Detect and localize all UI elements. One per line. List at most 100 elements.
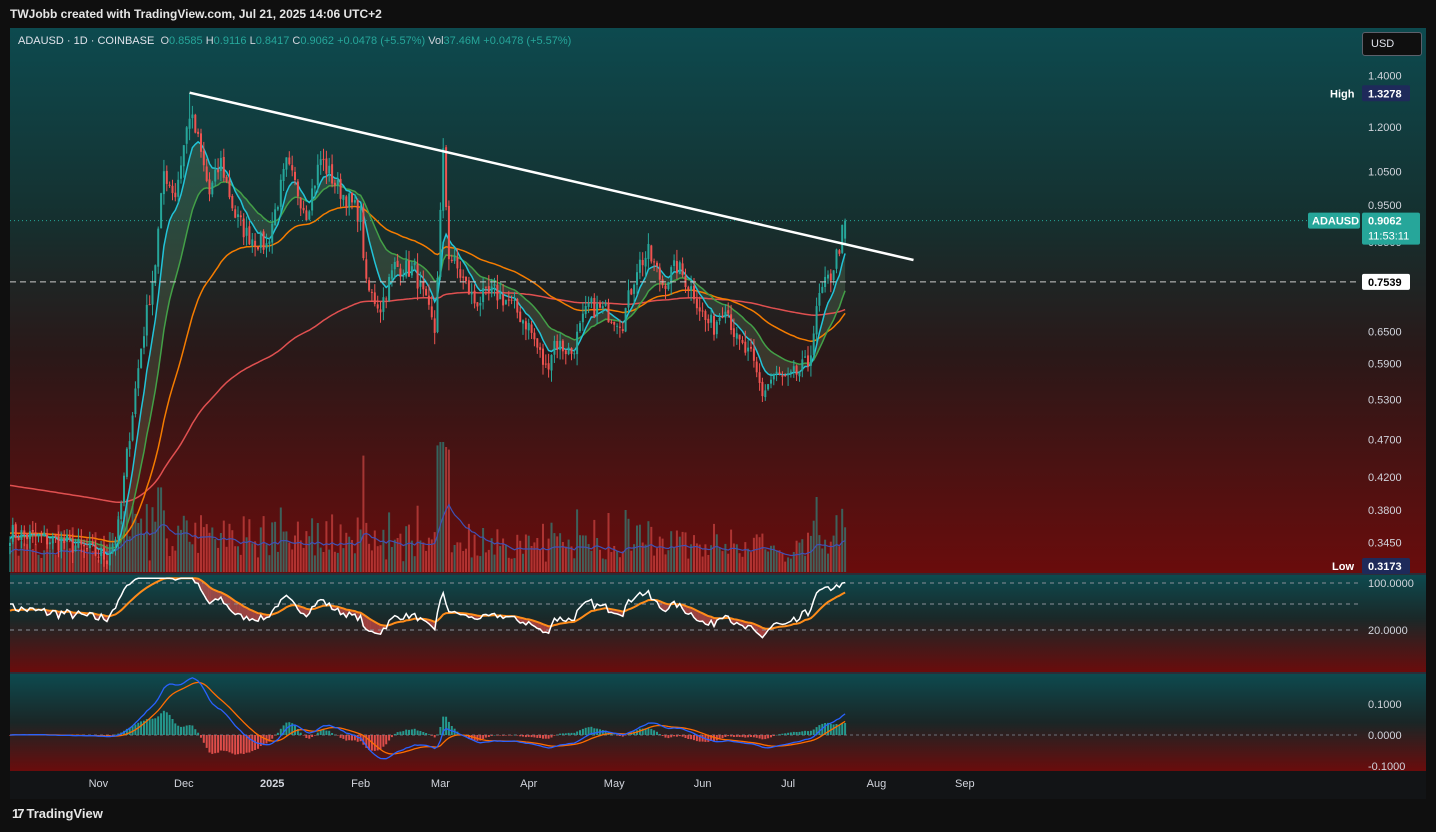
volume-bar	[738, 553, 741, 572]
macd-histogram-bar	[524, 735, 527, 738]
volume-bar	[74, 544, 77, 572]
volume-bar	[624, 510, 627, 572]
volume-bar	[202, 527, 205, 572]
symbol-label[interactable]: ADAUSD · 1D · COINBASE	[18, 35, 155, 47]
macd-histogram-bar	[239, 735, 242, 754]
candle-body	[254, 240, 257, 247]
candle-body	[382, 297, 385, 312]
volume-bar	[408, 524, 410, 572]
rsi-line	[10, 577, 846, 639]
candle-body	[792, 366, 795, 371]
time-tick-label: Jun	[694, 778, 712, 790]
volume-bar	[151, 507, 154, 572]
candle-body	[117, 519, 120, 539]
macd-histogram-bar	[430, 735, 433, 736]
macd-histogram-bar	[185, 725, 188, 735]
volume-bar	[650, 526, 653, 572]
macd-histogram-bar	[536, 735, 539, 738]
candle-body	[784, 375, 787, 377]
candle-body	[408, 260, 410, 277]
macd-histogram-bar	[593, 728, 596, 735]
candle-body	[66, 534, 68, 542]
volume-bar	[134, 513, 137, 572]
candle-body	[359, 207, 362, 222]
macd-histogram-bar	[570, 732, 573, 735]
macd-histogram-bar	[393, 733, 396, 735]
candle-body	[747, 347, 750, 352]
macd-histogram-bar	[373, 735, 376, 751]
candle-body	[687, 287, 690, 290]
candle-body	[550, 354, 553, 371]
candle-body	[798, 371, 801, 377]
candle-body	[151, 281, 154, 305]
macd-histogram-bar	[673, 735, 676, 737]
candle-body	[547, 363, 550, 370]
candle-body	[513, 299, 516, 301]
price-tick-label: 0.9500	[1368, 200, 1402, 212]
candle-body	[479, 303, 482, 306]
macd-histogram-bar	[313, 735, 316, 736]
candle-body	[761, 381, 764, 397]
candle-body	[80, 540, 83, 545]
volume-bar	[732, 543, 735, 572]
macd-histogram-bar	[433, 735, 436, 738]
macd-histogram-bar	[519, 735, 522, 737]
time-tick-label: Dec	[174, 778, 194, 790]
macd-histogram-bar	[544, 735, 547, 739]
volume-bar	[827, 553, 829, 572]
macd-histogram-bar	[556, 734, 559, 736]
candle-body	[542, 348, 544, 365]
volume-bar	[789, 558, 792, 572]
volume-bar	[467, 523, 470, 572]
candle-body	[123, 475, 125, 503]
candle-body	[536, 338, 539, 348]
candle-body	[678, 262, 681, 274]
macd-histogram-bar	[114, 734, 117, 736]
macd-line	[9, 677, 846, 760]
candle-body	[83, 544, 86, 547]
candle-body	[841, 224, 844, 253]
low-marker-label: Low	[1332, 561, 1354, 573]
time-tick-label: Sep	[955, 778, 975, 790]
volume-bar	[333, 551, 336, 572]
candle-body	[439, 209, 442, 278]
macd-histogram-bar	[385, 735, 388, 745]
volume-bar	[427, 537, 430, 572]
volume-bar	[68, 548, 71, 572]
high-price-label: 1.3278	[1368, 88, 1402, 100]
macd-tick-label: 0.0000	[1368, 730, 1402, 742]
tradingview-logo[interactable]: 17 TradingView	[12, 806, 103, 821]
volume-bar	[382, 529, 385, 572]
macd-tick-label: -0.1000	[1368, 761, 1405, 773]
currency-button[interactable]: USD	[1362, 32, 1422, 56]
macd-histogram-bar	[542, 735, 544, 739]
volume-bar	[322, 552, 325, 572]
candle-body	[735, 333, 738, 339]
macd-histogram-bar	[487, 735, 490, 737]
candle-body	[71, 538, 74, 553]
time-tick-label: May	[604, 778, 625, 790]
candle-body	[487, 286, 490, 293]
macd-histogram-bar	[502, 735, 505, 736]
macd-histogram-bar	[439, 727, 442, 735]
candle-body	[279, 179, 282, 207]
candle-body	[140, 348, 143, 368]
candle-body	[194, 114, 197, 133]
volume-bar	[482, 528, 485, 572]
candle-body	[345, 196, 348, 209]
volume-bar	[128, 536, 131, 572]
volume-bar	[162, 510, 165, 572]
volume-bar	[447, 449, 450, 572]
macd-histogram-bar	[208, 735, 211, 753]
volume-bar	[222, 520, 225, 572]
volume-bar	[262, 516, 265, 572]
candle-body	[271, 223, 274, 243]
macd-histogram-bar	[228, 735, 231, 753]
last-price-value: 0.9062	[1368, 216, 1402, 228]
volume-bar	[510, 558, 513, 572]
candle-body	[539, 347, 542, 350]
volume-bar	[630, 550, 633, 572]
volume-bar	[610, 552, 613, 572]
volume-bar	[140, 518, 143, 572]
